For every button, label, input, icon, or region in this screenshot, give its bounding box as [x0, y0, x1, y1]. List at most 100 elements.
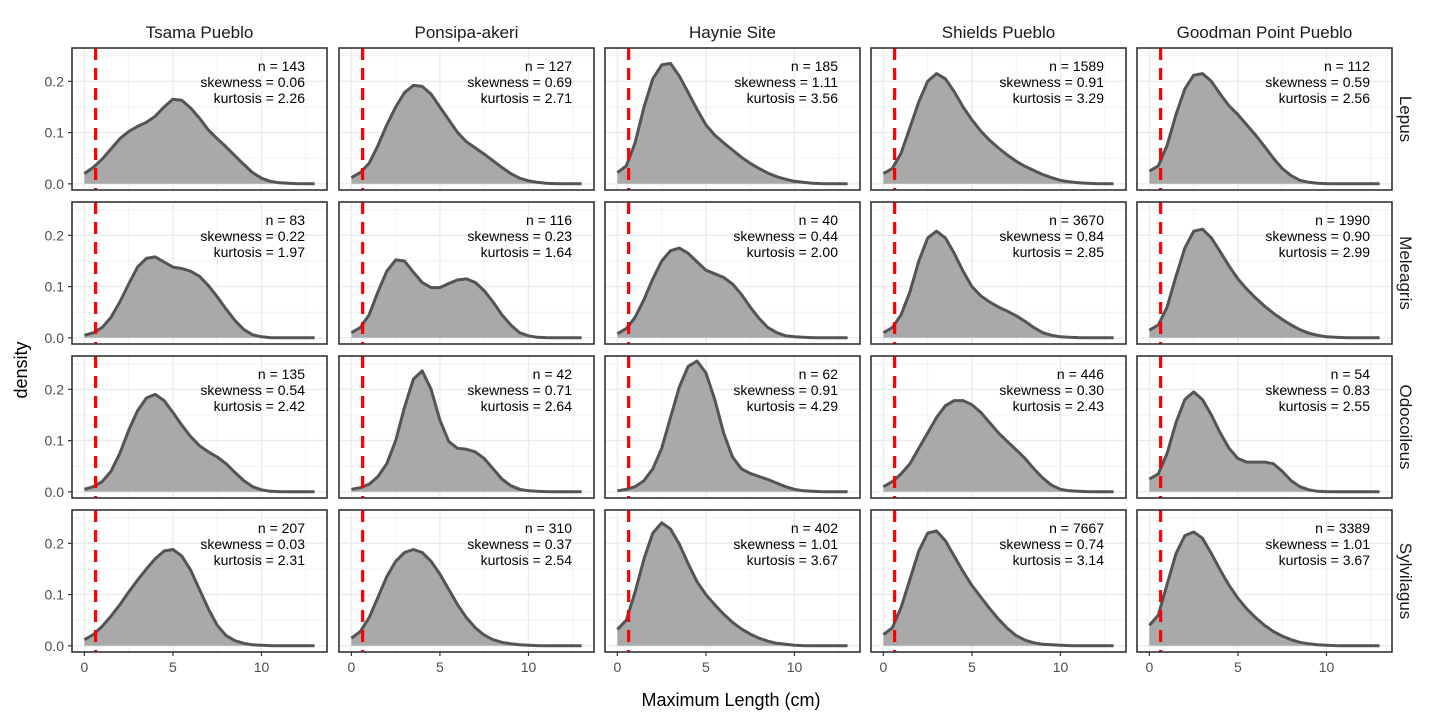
annotation-n: n = 1589 — [1049, 58, 1104, 74]
annotation-kurtosis: kurtosis = 2.64 — [481, 398, 573, 414]
density-area — [617, 361, 848, 492]
annotation-n: n = 83 — [266, 212, 306, 228]
density-area — [617, 248, 848, 338]
annotation-kurtosis: kurtosis = 1.64 — [481, 244, 573, 260]
annotation-n: n = 54 — [1331, 366, 1371, 382]
y-axis-title: density — [11, 341, 31, 398]
density-curve — [1148, 227, 1380, 340]
annotation-kurtosis: kurtosis = 2.55 — [1279, 398, 1371, 414]
density-curve — [617, 359, 848, 494]
x-tick-label: 10 — [787, 659, 803, 675]
annotation-skewness: skewness = 0.54 — [200, 382, 305, 398]
panel-border — [604, 201, 861, 345]
annotation-kurtosis: kurtosis = 2.56 — [1279, 90, 1371, 106]
density-area — [883, 231, 1114, 338]
annotation-skewness: skewness = 1.11 — [734, 74, 838, 90]
density-area — [351, 370, 582, 492]
annotation-n: n = 1990 — [1315, 212, 1370, 228]
density-area — [84, 549, 315, 646]
density-curve — [1148, 390, 1380, 494]
y-tick-label: 0.2 — [45, 381, 65, 397]
y-tick-label: 0.0 — [45, 638, 65, 654]
annotation-n: n = 42 — [533, 366, 573, 382]
density-area — [1149, 532, 1380, 646]
y-tick-label: 0.0 — [45, 484, 65, 500]
annotation-n: n = 127 — [525, 58, 572, 74]
annotation-kurtosis: kurtosis = 3.29 — [1013, 90, 1105, 106]
panel-border — [338, 355, 595, 499]
density-curve — [83, 392, 315, 494]
annotation-kurtosis: kurtosis = 2.42 — [214, 398, 306, 414]
annotation-kurtosis: kurtosis = 2.26 — [214, 90, 306, 106]
panel-border — [1136, 47, 1393, 191]
panel-border — [71, 355, 328, 499]
annotation-skewness: skewness = 0.30 — [999, 382, 1104, 398]
annotation-kurtosis: kurtosis = 2.00 — [747, 244, 839, 260]
annotation-skewness: skewness = 0.83 — [1265, 382, 1370, 398]
panel-border — [71, 509, 328, 653]
annotation-n: n = 112 — [1324, 58, 1370, 74]
annotation-n: n = 207 — [258, 520, 305, 536]
x-tick-label: 0 — [347, 659, 355, 675]
density-area — [617, 63, 848, 184]
density-area — [883, 531, 1114, 646]
annotation-n: n = 402 — [791, 520, 838, 536]
x-tick-label: 10 — [1053, 659, 1069, 675]
row-strip-label: Lepus — [1396, 96, 1415, 142]
annotation-kurtosis: kurtosis = 2.99 — [1279, 244, 1371, 260]
density-area — [1149, 73, 1380, 184]
density-area — [1149, 391, 1380, 492]
density-area — [351, 549, 582, 646]
annotation-skewness: skewness = 0.44 — [733, 228, 838, 244]
panel-border — [71, 47, 328, 191]
panel-border — [870, 47, 1127, 191]
density-curve — [1148, 530, 1380, 648]
annotation-n: n = 116 — [526, 212, 572, 228]
column-strip-label: Ponsipa-akeri — [415, 23, 519, 42]
x-tick-label: 0 — [1145, 659, 1153, 675]
annotation-n: n = 185 — [791, 58, 838, 74]
annotation-skewness: skewness = 0.59 — [1265, 74, 1370, 90]
annotation-kurtosis: kurtosis = 3.14 — [1013, 552, 1105, 568]
annotation-n: n = 446 — [1057, 366, 1104, 382]
x-tick-label: 10 — [254, 659, 270, 675]
annotation-skewness: skewness = 0.71 — [467, 382, 572, 398]
density-curve — [350, 83, 582, 186]
annotation-skewness: skewness = 0.69 — [467, 74, 572, 90]
annotation-n: n = 143 — [258, 58, 305, 74]
row-strip-label: Sylvilagus — [1396, 543, 1415, 620]
density-curve — [882, 72, 1114, 186]
density-curve — [83, 97, 315, 186]
annotation-kurtosis: kurtosis = 2.71 — [481, 90, 573, 106]
y-tick-label: 0.0 — [45, 176, 65, 192]
annotation-kurtosis: kurtosis = 2.85 — [1013, 244, 1105, 260]
panel-border — [338, 47, 595, 191]
annotation-skewness: skewness = 0.37 — [467, 536, 572, 552]
panel-border — [1136, 201, 1393, 345]
x-tick-label: 5 — [169, 659, 177, 675]
density-curve — [350, 258, 582, 340]
row-strip-label: Meleagris — [1396, 236, 1415, 310]
x-tick-label: 5 — [968, 659, 976, 675]
annotation-kurtosis: kurtosis = 3.56 — [747, 90, 839, 106]
panel-border — [338, 201, 595, 345]
annotation-n: n = 3389 — [1315, 520, 1370, 536]
x-tick-label: 10 — [521, 659, 537, 675]
density-curve — [83, 255, 315, 340]
annotation-n: n = 40 — [799, 212, 839, 228]
density-area — [351, 259, 582, 338]
x-tick-label: 0 — [80, 659, 88, 675]
y-tick-label: 0.1 — [45, 433, 65, 449]
density-area — [351, 85, 582, 184]
x-tick-label: 5 — [1234, 659, 1242, 675]
